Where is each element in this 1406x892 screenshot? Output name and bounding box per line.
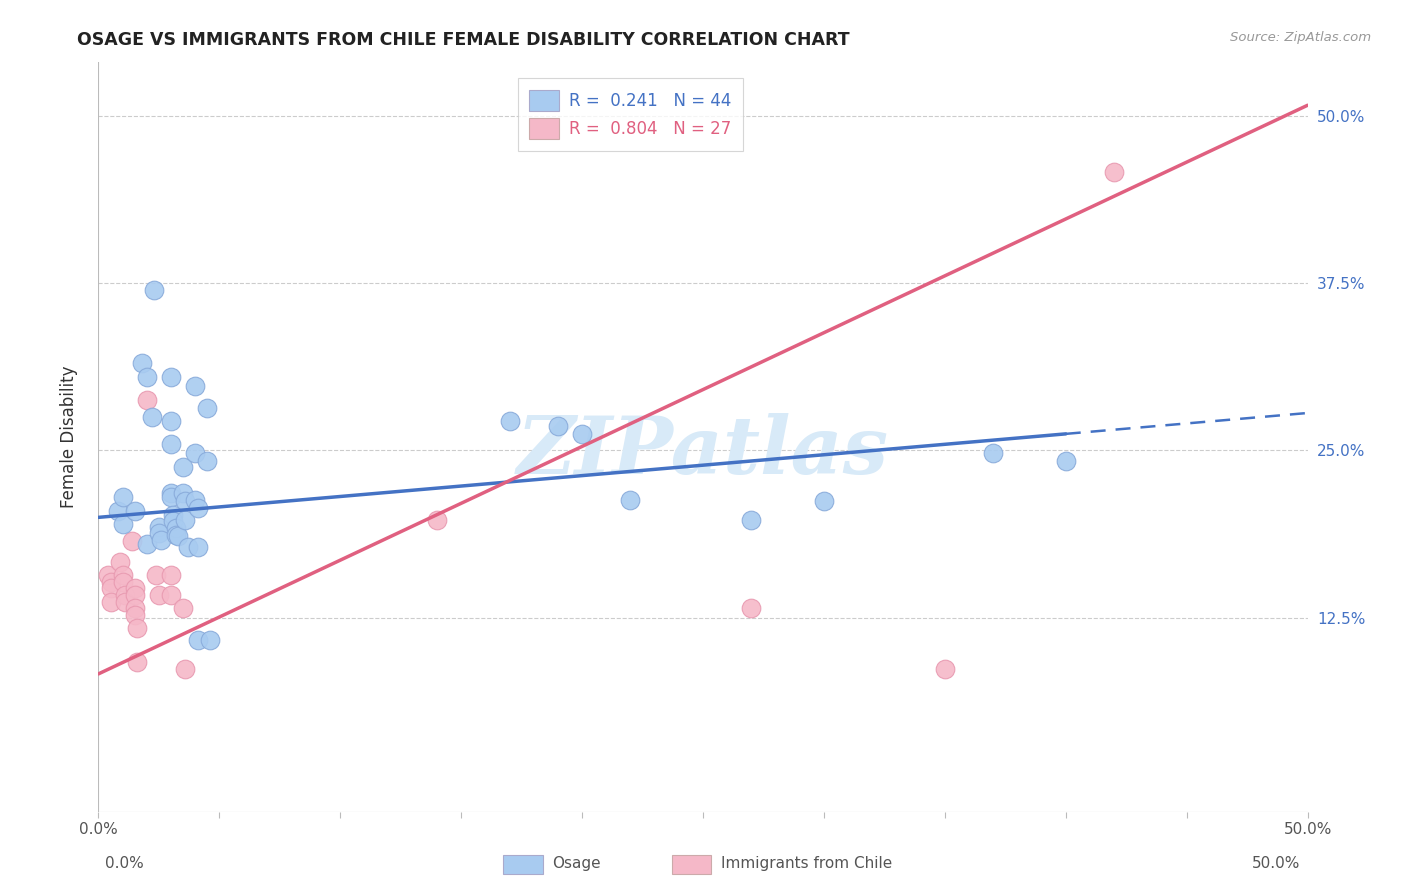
Point <box>160 369 183 384</box>
Point <box>184 492 207 507</box>
Point <box>124 601 146 615</box>
Point <box>160 486 183 500</box>
Point <box>195 454 218 468</box>
Text: Immigrants from Chile: Immigrants from Chile <box>721 856 893 871</box>
Point <box>934 662 956 676</box>
Point <box>177 540 200 554</box>
Y-axis label: Female Disability: Female Disability <box>59 366 77 508</box>
Point <box>740 513 762 527</box>
Text: ZIPatlas: ZIPatlas <box>517 413 889 491</box>
Text: OSAGE VS IMMIGRANTS FROM CHILE FEMALE DISABILITY CORRELATION CHART: OSAGE VS IMMIGRANTS FROM CHILE FEMALE DI… <box>77 31 851 49</box>
Point <box>187 540 209 554</box>
Point <box>124 608 146 623</box>
Point <box>174 513 197 527</box>
Point <box>426 513 449 527</box>
Point <box>198 633 221 648</box>
Point <box>141 410 163 425</box>
Point <box>150 533 173 548</box>
Point <box>148 519 170 533</box>
Legend: R =  0.241   N = 44, R =  0.804   N = 27: R = 0.241 N = 44, R = 0.804 N = 27 <box>517 78 744 151</box>
Point <box>172 459 194 474</box>
Point <box>187 633 209 648</box>
Point <box>1102 165 1125 179</box>
Point <box>127 621 149 635</box>
Point <box>571 427 593 442</box>
Point <box>162 508 184 522</box>
Point <box>547 419 569 434</box>
Point <box>108 554 131 569</box>
Point <box>135 369 157 384</box>
Point <box>107 503 129 517</box>
Point <box>981 446 1004 460</box>
Point <box>167 529 190 543</box>
Point <box>148 526 170 541</box>
Point <box>165 521 187 535</box>
Text: 0.0%: 0.0% <box>105 856 145 871</box>
Point <box>100 594 122 608</box>
Point <box>160 414 183 428</box>
Point <box>160 568 183 582</box>
Point <box>111 517 134 532</box>
Text: Osage: Osage <box>553 856 602 871</box>
Point <box>187 501 209 516</box>
Point <box>174 494 197 508</box>
Point <box>619 492 641 507</box>
Point <box>135 537 157 551</box>
Point <box>174 662 197 676</box>
Point <box>111 491 134 505</box>
Point <box>100 574 122 589</box>
Point <box>172 601 194 615</box>
Point <box>143 283 166 297</box>
Point <box>1054 454 1077 468</box>
Point <box>114 588 136 602</box>
Point <box>498 414 520 428</box>
Point <box>124 503 146 517</box>
Point <box>131 356 153 371</box>
Text: Source: ZipAtlas.com: Source: ZipAtlas.com <box>1230 31 1371 45</box>
Point <box>160 437 183 451</box>
Point <box>145 568 167 582</box>
Point <box>172 486 194 500</box>
Point <box>97 568 120 582</box>
Point <box>127 655 149 669</box>
Point <box>165 528 187 542</box>
Point <box>135 392 157 407</box>
Point <box>160 588 183 602</box>
Point <box>162 514 184 528</box>
Point <box>114 594 136 608</box>
Point <box>124 588 146 602</box>
Point <box>111 574 134 589</box>
Point <box>184 379 207 393</box>
Point <box>740 601 762 615</box>
Point <box>160 491 183 505</box>
Point <box>195 401 218 415</box>
Text: 50.0%: 50.0% <box>1253 856 1301 871</box>
Point <box>813 494 835 508</box>
Point <box>111 568 134 582</box>
Point <box>148 588 170 602</box>
Point <box>184 446 207 460</box>
Point <box>121 534 143 549</box>
Point <box>124 582 146 596</box>
Point <box>100 582 122 596</box>
